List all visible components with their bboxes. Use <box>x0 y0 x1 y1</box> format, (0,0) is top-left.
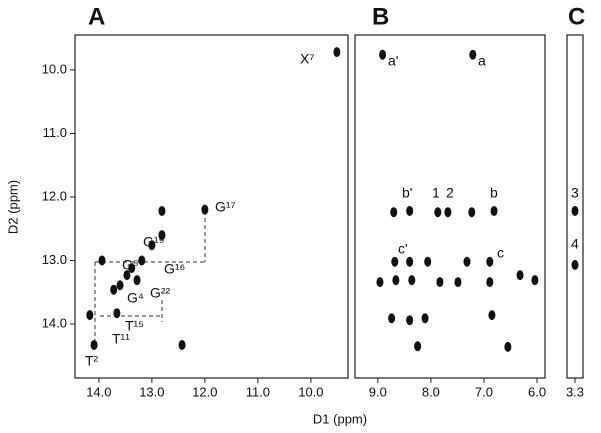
peak-label: T² <box>85 353 99 369</box>
panel-letter: B <box>372 3 389 30</box>
cross-peak <box>333 47 341 58</box>
x-tick-label: 6.0 <box>528 384 546 399</box>
cross-peak <box>504 341 512 352</box>
peak-label: 4 <box>571 236 579 252</box>
y-tick-label: 11.0 <box>43 125 67 140</box>
x-tick-label: 8.0 <box>422 384 440 399</box>
cross-peak <box>571 259 579 270</box>
peak-label: X⁷ <box>300 51 314 67</box>
peak-label: G²² <box>150 285 171 301</box>
x-tick-label: 12.0 <box>192 384 217 399</box>
cross-peak <box>486 256 494 267</box>
cross-peak <box>468 207 476 218</box>
cross-peak <box>98 255 106 266</box>
cross-peak <box>436 277 444 288</box>
cross-peak <box>379 49 387 60</box>
x-tick-label: 3.3 <box>566 384 584 399</box>
peak-label: b' <box>402 185 412 201</box>
cross-peak <box>421 313 429 324</box>
cross-peak <box>158 230 166 241</box>
cross-peak <box>531 275 539 286</box>
cross-peak <box>406 205 414 216</box>
cross-peak <box>178 339 186 350</box>
cross-peak <box>201 204 209 215</box>
peak-label: a <box>478 53 486 69</box>
cross-peak <box>486 277 494 288</box>
x-tick-label: 11.0 <box>246 384 270 399</box>
peak-label: a' <box>388 53 398 69</box>
y-tick-label: 14.0 <box>42 315 67 330</box>
cross-peak <box>391 256 399 267</box>
cross-peak <box>116 280 124 291</box>
peak-label: 1 <box>432 185 440 201</box>
cross-peak <box>148 240 156 251</box>
x-tick-label: 14.0 <box>86 384 111 399</box>
cross-peak <box>424 256 432 267</box>
x-tick-label: 10.0 <box>298 384 323 399</box>
cross-peak <box>490 205 498 216</box>
peak-label: G¹⁷ <box>215 199 236 215</box>
cross-peak <box>454 277 462 288</box>
cross-peak <box>123 270 131 281</box>
cross-peak <box>390 207 398 218</box>
panel-letter: C <box>568 3 585 30</box>
cross-peak <box>110 284 118 295</box>
y-tick-label: 13.0 <box>42 252 67 267</box>
peak-label: b <box>490 185 498 201</box>
peak-label: c' <box>398 241 408 257</box>
cross-peak <box>444 207 452 218</box>
panel-frame <box>74 34 349 379</box>
cross-peak <box>388 313 396 324</box>
x-axis-label: D1 (ppm) <box>313 411 367 426</box>
y-tick-label: 12.0 <box>42 188 67 203</box>
cross-peak <box>414 341 422 352</box>
peak-label: G⁵ <box>122 257 139 273</box>
cross-peak <box>406 315 414 326</box>
panel-letter: A <box>88 3 105 30</box>
peak-label: T¹⁵ <box>125 318 144 334</box>
x-tick-label: 13.0 <box>139 384 164 399</box>
cross-peak <box>469 49 477 60</box>
cross-peak <box>376 277 384 288</box>
cross-peak <box>113 308 121 319</box>
cross-peak <box>158 205 166 216</box>
cross-peak <box>488 310 496 321</box>
peak-label: G¹⁹ <box>143 234 165 250</box>
x-tick-label: 7.0 <box>475 384 493 399</box>
peak-label: 3 <box>571 185 579 201</box>
peak-label: c <box>497 245 504 261</box>
peak-label: G⁴ <box>127 290 144 306</box>
cross-peak <box>463 256 471 267</box>
cross-peak <box>128 263 136 274</box>
x-tick-label: 9.0 <box>369 384 387 399</box>
peak-label: G¹⁶ <box>164 261 185 277</box>
y-axis-label: D2 (ppm) <box>5 180 20 234</box>
cross-peak <box>86 310 94 321</box>
cross-peak <box>133 275 141 286</box>
cross-peak <box>406 256 414 267</box>
cross-peak <box>408 275 416 286</box>
cross-peak <box>138 255 146 266</box>
cross-peak <box>571 205 579 216</box>
peak-label: 2 <box>446 185 454 201</box>
cross-peak <box>90 339 98 350</box>
cross-peak <box>434 207 442 218</box>
cross-peak <box>392 275 400 286</box>
y-tick-label: 10.0 <box>42 61 67 76</box>
cross-peak <box>516 270 524 281</box>
panel-frame <box>354 34 546 379</box>
peak-label: T¹¹ <box>112 331 130 347</box>
